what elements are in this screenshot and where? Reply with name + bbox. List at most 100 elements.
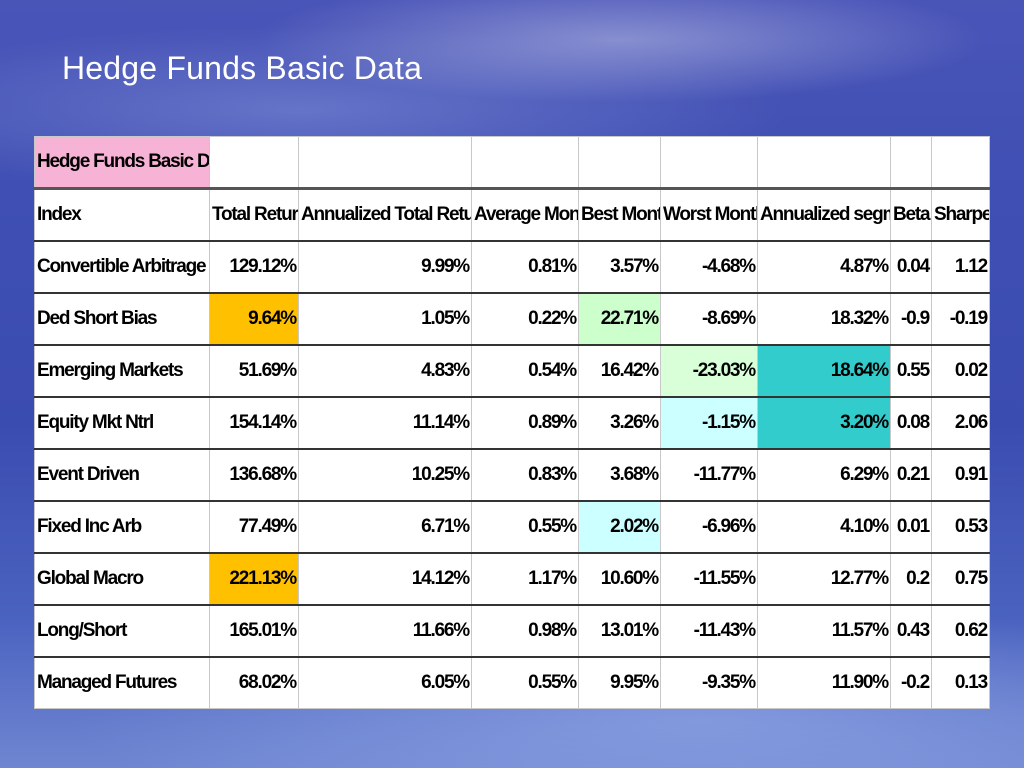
cell-beta: 0.01	[890, 500, 932, 554]
table-row: Fixed Inc Arb 77.49% 6.71% 0.55% 2.02% -…	[34, 500, 990, 554]
column-header-best-month: Best Month	[578, 188, 661, 242]
cell-best-month: 10.60%	[578, 552, 661, 606]
row-label: Global Macro	[34, 552, 210, 606]
table-row: Convertible Arbitrage 129.12% 9.99% 0.81…	[34, 240, 990, 294]
column-header-row: Index Total Return Annualized Total Retu…	[34, 188, 990, 242]
table-tag-row: Hedge Funds Basic Data	[34, 136, 990, 190]
cell-best-month: 13.01%	[578, 604, 661, 658]
cell-beta: -0.2	[890, 656, 932, 709]
cell-beta: 0.43	[890, 604, 932, 658]
hedge-funds-table-container: Hedge Funds Basic Data Index Total Retur…	[34, 136, 990, 709]
table-row: Equity Mkt Ntrl 154.14% 11.14% 0.89% 3.2…	[34, 396, 990, 450]
table-row: Emerging Markets 51.69% 4.83% 0.54% 16.4…	[34, 344, 990, 398]
cell-average-month: 0.55%	[471, 656, 579, 709]
cell-sharpe: -0.19	[931, 292, 990, 346]
empty-cell	[660, 136, 758, 190]
column-header-sharpe: Sharpe	[931, 188, 990, 242]
empty-cell	[757, 136, 891, 190]
cell-best-month: 9.95%	[578, 656, 661, 709]
cell-average-month: 0.83%	[471, 448, 579, 502]
cell-annualized-total-return: 11.66%	[298, 604, 472, 658]
column-header-average-month: Average Month	[471, 188, 579, 242]
cell-total-return: 9.64%	[209, 292, 299, 346]
cell-best-month: 16.42%	[578, 344, 661, 398]
row-label: Long/Short	[34, 604, 210, 658]
cell-worst-month: -9.35%	[660, 656, 758, 709]
cell-annualized-total-return: 4.83%	[298, 344, 472, 398]
cell-annualized-total-return: 11.14%	[298, 396, 472, 450]
cell-worst-month: -1.15%	[660, 396, 758, 450]
column-header-annualized-segma: Annualized segma	[757, 188, 891, 242]
cell-annualized-total-return: 1.05%	[298, 292, 472, 346]
cell-average-month: 0.54%	[471, 344, 579, 398]
cell-best-month: 3.26%	[578, 396, 661, 450]
column-header-beta: Beta	[890, 188, 932, 242]
cell-annualized-segma: 6.29%	[757, 448, 891, 502]
cell-total-return: 154.14%	[209, 396, 299, 450]
cell-annualized-total-return: 6.71%	[298, 500, 472, 554]
cell-annualized-segma: 11.57%	[757, 604, 891, 658]
column-header-worst-month: Worst Month	[660, 188, 758, 242]
empty-cell	[890, 136, 932, 190]
cell-sharpe: 0.75	[931, 552, 990, 606]
table-row: Global Macro 221.13% 14.12% 1.17% 10.60%…	[34, 552, 990, 606]
cell-beta: 0.08	[890, 396, 932, 450]
cell-average-month: 0.98%	[471, 604, 579, 658]
cell-worst-month: -8.69%	[660, 292, 758, 346]
cell-sharpe: 0.53	[931, 500, 990, 554]
cell-annualized-total-return: 14.12%	[298, 552, 472, 606]
column-header-total-return: Total Return	[209, 188, 299, 242]
row-label: Fixed Inc Arb	[34, 500, 210, 554]
row-label: Equity Mkt Ntrl	[34, 396, 210, 450]
table-row: Ded Short Bias 9.64% 1.05% 0.22% 22.71% …	[34, 292, 990, 346]
row-label: Ded Short Bias	[34, 292, 210, 346]
cell-sharpe: 1.12	[931, 240, 990, 294]
row-label: Managed Futures	[34, 656, 210, 709]
cell-total-return: 165.01%	[209, 604, 299, 658]
cell-beta: 0.55	[890, 344, 932, 398]
row-label: Emerging Markets	[34, 344, 210, 398]
cell-average-month: 0.89%	[471, 396, 579, 450]
empty-cell	[578, 136, 661, 190]
cell-annualized-segma: 12.77%	[757, 552, 891, 606]
cell-annualized-total-return: 9.99%	[298, 240, 472, 294]
cell-annualized-segma: 11.90%	[757, 656, 891, 709]
cell-sharpe: 0.02	[931, 344, 990, 398]
empty-cell	[931, 136, 990, 190]
cell-beta: 0.04	[890, 240, 932, 294]
cell-sharpe: 2.06	[931, 396, 990, 450]
table-row: Managed Futures 68.02% 6.05% 0.55% 9.95%…	[34, 656, 990, 709]
column-header-annualized-total-return: Annualized Total Return	[298, 188, 472, 242]
cell-best-month: 22.71%	[578, 292, 661, 346]
cell-annualized-segma: 4.87%	[757, 240, 891, 294]
row-label: Event Driven	[34, 448, 210, 502]
cell-annualized-total-return: 10.25%	[298, 448, 472, 502]
cell-best-month: 2.02%	[578, 500, 661, 554]
cell-annualized-segma: 3.20%	[757, 396, 891, 450]
cell-sharpe: 0.13	[931, 656, 990, 709]
cell-total-return: 129.12%	[209, 240, 299, 294]
cell-beta: 0.21	[890, 448, 932, 502]
cell-total-return: 51.69%	[209, 344, 299, 398]
cell-worst-month: -4.68%	[660, 240, 758, 294]
cell-annualized-segma: 18.32%	[757, 292, 891, 346]
hedge-funds-table: Hedge Funds Basic Data Index Total Retur…	[34, 136, 990, 709]
row-label: Convertible Arbitrage	[34, 240, 210, 294]
cell-total-return: 136.68%	[209, 448, 299, 502]
cell-annualized-total-return: 6.05%	[298, 656, 472, 709]
table-row: Long/Short 165.01% 11.66% 0.98% 13.01% -…	[34, 604, 990, 658]
column-header-index: Index	[34, 188, 210, 242]
table-row: Event Driven 136.68% 10.25% 0.83% 3.68% …	[34, 448, 990, 502]
cell-worst-month: -23.03%	[660, 344, 758, 398]
cell-best-month: 3.57%	[578, 240, 661, 294]
cell-sharpe: 0.62	[931, 604, 990, 658]
cell-total-return: 221.13%	[209, 552, 299, 606]
cell-worst-month: -11.55%	[660, 552, 758, 606]
cell-best-month: 3.68%	[578, 448, 661, 502]
cell-average-month: 1.17%	[471, 552, 579, 606]
cell-average-month: 0.22%	[471, 292, 579, 346]
cell-average-month: 0.81%	[471, 240, 579, 294]
empty-cell	[471, 136, 579, 190]
cell-worst-month: -11.43%	[660, 604, 758, 658]
cell-total-return: 77.49%	[209, 500, 299, 554]
